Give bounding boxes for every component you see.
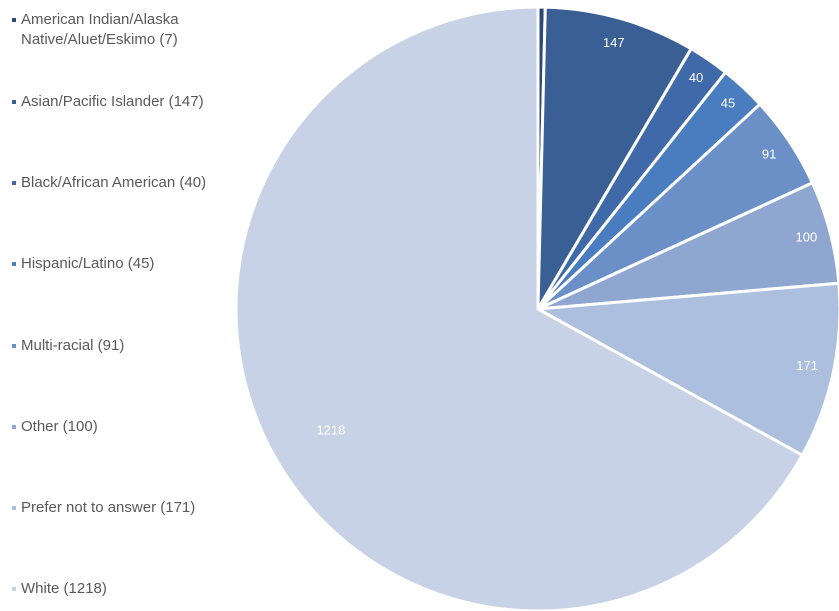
data-label: 91 <box>762 146 776 161</box>
legend-item: White (1218) <box>12 579 107 599</box>
pie-slice <box>234 5 805 611</box>
legend-swatch <box>12 343 16 348</box>
legend-item: American Indian/Alaska Native/Aluet/Eski… <box>12 10 222 50</box>
data-label: 1218 <box>316 423 345 438</box>
pie-slice <box>536 5 694 315</box>
data-label: 147 <box>603 35 625 50</box>
legend-swatch <box>12 506 16 510</box>
pie-slice <box>532 281 839 458</box>
legend-swatch <box>12 587 16 592</box>
legend-swatch <box>12 424 16 429</box>
legend-swatch <box>12 18 16 22</box>
legend-label: Multi-racial (91) <box>21 336 125 354</box>
data-label: 171 <box>796 358 818 373</box>
legend-label: Other (100) <box>21 417 98 435</box>
legend-item: Hispanic/Latino (45) <box>12 254 154 274</box>
legend-label: Prefer not to answer (171) <box>21 499 196 516</box>
legend-label: Hispanic/Latino (45) <box>21 255 155 273</box>
legend-item: Black/African American (40) <box>12 173 206 193</box>
legend-label: White (1218) <box>21 580 107 598</box>
legend-swatch <box>12 262 16 267</box>
legend-swatch <box>12 100 16 104</box>
legend-swatch <box>12 181 16 186</box>
legend-item: Prefer not to answer (171) <box>12 498 195 518</box>
legend-label: Black/African American (40) <box>21 174 207 192</box>
data-label: 100 <box>795 230 817 245</box>
legend-item: Multi-racial (91) <box>12 336 124 356</box>
legend-label: Asian/Pacific Islander (147) <box>21 93 204 110</box>
data-label: 45 <box>721 96 735 111</box>
legend-label: American Indian/Alaska Native/Aluet/Eski… <box>21 11 179 48</box>
legend-item: Other (100) <box>12 417 98 437</box>
legend-item: Asian/Pacific Islander (147) <box>12 92 204 112</box>
data-label: 40 <box>689 70 703 85</box>
